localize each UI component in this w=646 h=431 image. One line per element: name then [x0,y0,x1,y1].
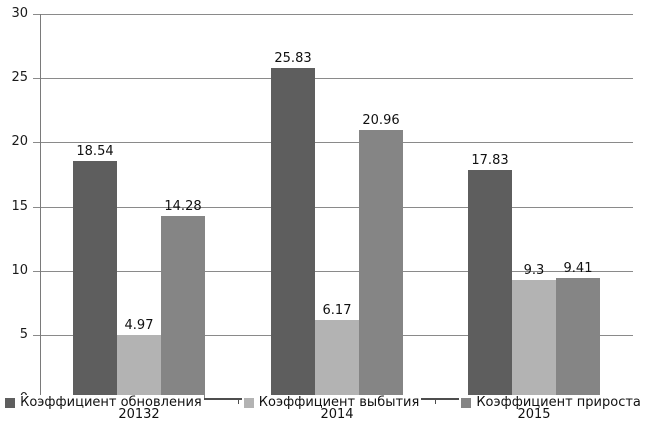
y-tick-label: 30 [11,6,28,21]
gridline [40,271,633,272]
gridline [40,142,633,143]
bar-value-label: 6.17 [322,303,352,318]
y-tick-mark [33,14,40,15]
legend-label: Коэффициент прироста [476,395,641,410]
legend-item: Коэффициент выбытия [241,395,422,410]
bar [556,278,600,399]
y-tick-mark [33,271,40,272]
legend-swatch [5,397,16,408]
bar-value-label: 4.97 [124,318,154,333]
gridline [40,78,633,79]
category-label: 20132 [118,407,160,422]
bar-value-label: 14.28 [164,199,202,214]
legend-item: Коэффициент обновления [3,395,204,410]
x-tick-mark [435,398,436,404]
y-tick-mark [33,207,40,208]
bar [117,335,161,399]
legend: Коэффициент обновления Коэффициент выбыти… [0,395,646,410]
y-tick-mark [33,78,40,79]
x-tick-mark [238,398,239,404]
bar [271,68,315,399]
bar [161,216,205,399]
bar [512,280,556,399]
y-tick-label: 25 [11,70,28,85]
category-label: 2015 [517,407,551,422]
y-tick-mark [33,335,40,336]
y-tick-label: 20 [11,134,28,149]
bar [315,320,359,399]
y-tick-label: 5 [19,327,28,342]
bar-value-label: 20.96 [362,113,400,128]
legend-label: Коэффициент выбытия [258,395,420,410]
legend-swatch [461,397,472,408]
bar-value-label: 18.54 [76,144,114,159]
y-tick-label: 10 [11,263,28,278]
y-tick-mark [33,142,40,143]
gridline [40,207,633,208]
bar-value-label: 17.83 [471,153,509,168]
bar-value-label: 9.3 [523,263,545,278]
bar-value-label: 25.83 [274,51,312,66]
legend-swatch [243,397,254,408]
bar [468,170,512,399]
bar-value-label: 9.41 [563,261,593,276]
legend-item: Коэффициент прироста [459,395,643,410]
bar [359,130,403,399]
legend-label: Коэффициент обновления [20,395,202,410]
gridline [40,14,633,15]
y-tick-label: 15 [11,199,28,214]
bar [73,161,117,399]
y-axis-line [40,14,41,399]
category-label: 2014 [320,407,354,422]
